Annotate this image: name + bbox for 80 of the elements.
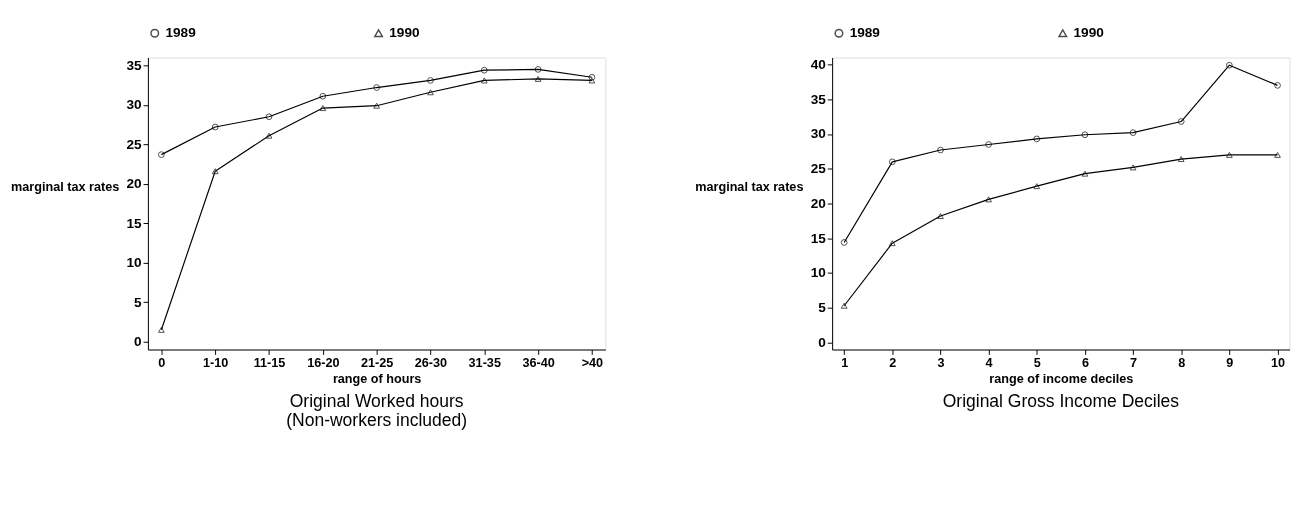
point [480,77,488,84]
x-tick-label: 8 [1178,355,1186,370]
point [1081,131,1089,139]
y-tick-label: 10 [810,265,827,281]
y-tick-label: 5 [818,300,827,316]
point [1129,129,1137,136]
point [1129,164,1137,171]
x-tick-label: 11-15 [253,355,286,370]
point [1033,135,1041,143]
legend-label: 1990 [1073,25,1105,41]
y-tick-label: 20 [126,176,143,192]
point [937,213,944,220]
point [937,146,944,154]
y-tick-label: 10 [126,255,143,271]
y-tick-label: 15 [126,215,143,231]
point [480,66,488,74]
point [985,141,992,148]
point [427,89,434,96]
x-tick-label: 10 [1270,355,1286,370]
y-axis-title: marginal tax rates [11,180,120,195]
x-tick-label: 21-25 [360,355,394,370]
x-tick-label: 16-20 [307,355,340,370]
point [211,168,219,175]
point [1033,183,1041,190]
point [265,113,273,121]
legend-label: 1989 [165,25,197,41]
y-tick-label: 15 [810,230,827,246]
point [534,75,542,82]
x-tick-label: >40 [581,355,604,370]
x-tick-label: 31-35 [468,355,501,370]
legend-label: 1990 [389,25,421,41]
legend-label: 1989 [849,25,881,41]
y-tick-label: 30 [810,126,827,142]
point [888,158,896,166]
x-tick-label: 7 [1130,355,1138,370]
text: Original Gross Income Deciles [942,390,1180,411]
y-tick-label: 0 [818,334,827,350]
x-tick-label: 36-40 [522,355,555,370]
x-tick-label: 9 [1226,355,1234,370]
point [1226,61,1233,69]
x-tick-label: 5 [1033,355,1041,370]
y-tick-label: 0 [134,334,143,350]
point [373,84,381,91]
y-tick-label: 25 [126,136,143,152]
point [211,123,219,131]
point [427,77,434,84]
point [840,302,848,309]
x-tick-label: 3 [937,355,945,370]
y-tick-label: 35 [810,91,827,107]
point [1177,118,1185,125]
point [1226,151,1233,158]
point [373,102,381,109]
x-tick-label: 6 [1081,355,1089,370]
point [588,77,596,84]
point [1274,151,1281,158]
x-axis-title: range of hours [332,372,422,387]
y-tick-label: 5 [134,294,143,310]
y-tick-label: 35 [126,57,143,73]
point [1177,156,1185,163]
x-tick-label: 26-30 [414,355,448,370]
text: Original Worked hours (Non-workers included) [286,390,468,431]
point [319,105,327,112]
point [888,240,896,247]
y-axis-title: marginal tax rates [695,180,804,195]
y-tick-label: 40 [810,56,827,72]
x-tick-label: 0 [158,355,166,370]
x-axis-title: range of income deciles [989,372,1134,387]
x-tick-label: 1 [841,355,849,370]
point [319,92,327,100]
point [534,66,542,73]
point [985,196,992,203]
point [1081,170,1089,177]
x-tick-label: 4 [985,355,993,370]
y-tick-label: 30 [126,97,143,113]
point [265,132,273,139]
x-tick-label: 1-10 [203,355,229,370]
y-tick-label: 20 [810,195,827,211]
point [158,326,165,333]
y-tick-label: 25 [810,161,827,177]
x-tick-label: 2 [889,355,897,370]
